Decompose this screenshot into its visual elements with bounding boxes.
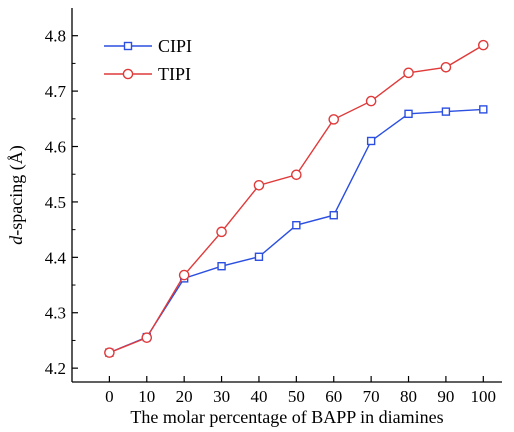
data-point-tipi (216, 226, 227, 238)
x-tick-label: 10 (138, 387, 155, 406)
legend-label-cipi: CIPI (158, 36, 192, 56)
x-tick-label: 50 (288, 387, 305, 406)
legend-marker-cipi (123, 41, 133, 51)
data-point-cipi (479, 105, 488, 114)
data-point-cipi (217, 261, 226, 271)
y-tick-label: 4.8 (45, 27, 66, 46)
series-line-tipi (109, 44, 484, 354)
series-line-cipi (109, 108, 484, 354)
y-axis-label-italic: d (6, 235, 26, 245)
data-point-tipi (365, 95, 377, 107)
x-tick-label: 70 (363, 387, 380, 406)
data-point-tipi (141, 332, 153, 343)
y-tick-label: 4.5 (45, 193, 66, 212)
data-point-cipi (404, 109, 413, 119)
legend-label-tipi: TIPI (158, 64, 191, 84)
data-point-tipi (178, 269, 190, 281)
y-tick-label: 4.3 (45, 304, 66, 323)
data-point-tipi (403, 67, 414, 79)
y-axis-label: d-spacing (Å) (6, 145, 27, 244)
data-point-tipi (104, 347, 115, 358)
x-tick-label: 0 (105, 387, 114, 406)
y-axis-label-rest: -spacing (Å) (6, 145, 27, 235)
x-tick-label: 30 (213, 387, 230, 406)
y-tick-label: 4.4 (45, 248, 67, 267)
data-point-cipi (366, 136, 376, 146)
x-tick-label: 80 (400, 387, 417, 406)
legend-marker-tipi (122, 68, 134, 80)
x-tick-label: 40 (250, 387, 267, 406)
x-tick-label: 60 (325, 387, 342, 406)
x-tick-label: 20 (176, 387, 193, 406)
ticks: 0 10 20 30 40 50 60 70 80 90 100 4.2 4.3 4.4 4.5 4.6 4.7… (45, 27, 496, 406)
x-tick-label: 90 (437, 387, 454, 406)
data-point-tipi (440, 61, 452, 73)
y-tick-label: 4.6 (45, 138, 66, 157)
x-tick-label: 100 (471, 387, 497, 406)
data-point-cipi (254, 252, 264, 261)
data-point-tipi (328, 114, 340, 125)
data-point-tipi (253, 180, 265, 191)
series-group (104, 39, 489, 358)
y-tick-label: 4.7 (45, 82, 67, 101)
x-axis-label: The molar percentage of BAPP in diamines (130, 407, 443, 427)
y-tick-label: 4.2 (45, 359, 66, 378)
data-point-tipi (291, 169, 302, 181)
data-point-cipi (292, 220, 301, 230)
data-point-cipi (441, 107, 451, 116)
data-point-tipi (478, 39, 489, 51)
axes (71, 8, 502, 383)
data-point-cipi (329, 211, 338, 220)
legend: CIPI TIPI (104, 36, 192, 84)
